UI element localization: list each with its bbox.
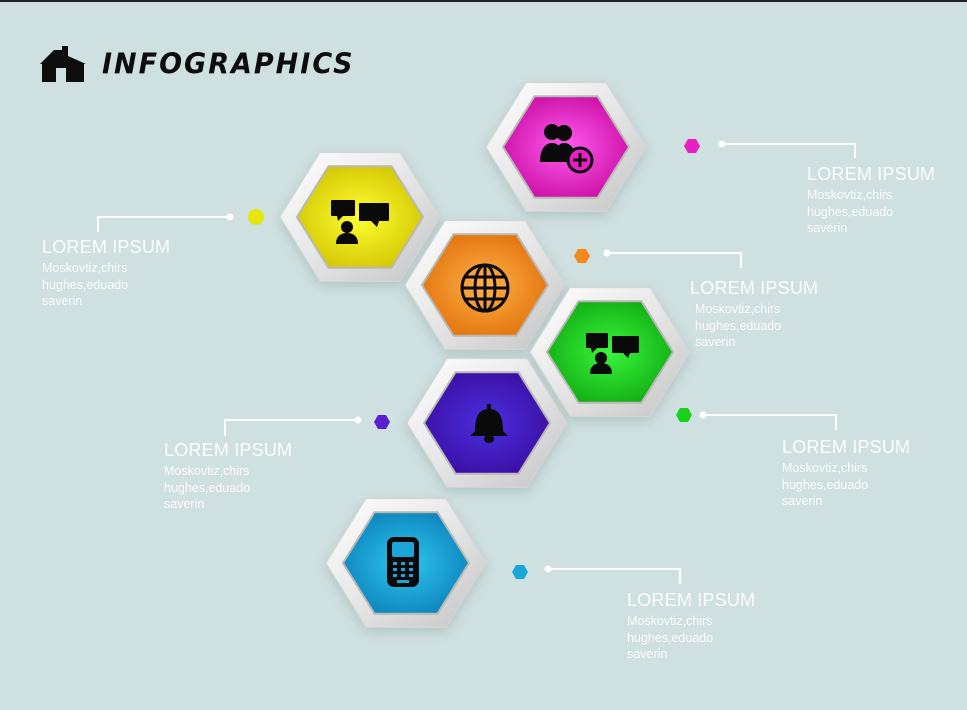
marker-dot-yellow (248, 209, 264, 225)
item-line: hughes,eduado (627, 630, 714, 645)
item-heading: LOREM IPSUM (42, 237, 171, 257)
item-label-purple: LOREM IPSUM Moskovtiz,chirs hughes,eduado… (164, 440, 292, 513)
item-line: hughes,eduado (807, 204, 894, 219)
item-line: Moskovtiz,chirs (627, 614, 713, 628)
connector-dot (718, 140, 726, 148)
item-heading: LOREM IPSUM (627, 590, 756, 610)
item-line: hughes,eduado (164, 480, 251, 495)
connector-yellow (97, 216, 230, 232)
connector-orange (607, 252, 742, 268)
item-label-orange: LOREM IPSUM Moskovtiz,chirs hughes,eduado… (690, 278, 818, 351)
item-heading: LOREM IPSUM (164, 440, 293, 460)
item-line: Moskovtiz,chirs (164, 464, 250, 478)
connector-lines (97, 143, 856, 584)
connector-dot (354, 416, 362, 424)
add-user-icon (540, 124, 594, 174)
item-line: saverin (627, 647, 668, 661)
item-line: Moskovtiz,chirs (782, 461, 868, 475)
item-line: saverin (807, 221, 848, 235)
connector-pink (722, 143, 856, 158)
item-line: saverin (164, 497, 205, 511)
marker-hex-cyan (512, 565, 528, 579)
item-line: hughes,eduado (695, 318, 782, 333)
item-label-green: LOREM IPSUM Moskovtiz,chirs hughes,eduado… (782, 437, 910, 510)
item-line: hughes,eduado (42, 277, 129, 292)
connector-dot (603, 249, 611, 257)
marker-hex-pink (684, 139, 700, 153)
item-line: hughes,eduado (782, 477, 869, 492)
marker-hex-orange (574, 249, 590, 263)
page-title: INFOGRAPHICS (102, 47, 355, 81)
connector-dot (699, 411, 707, 419)
item-line: saverin (782, 494, 823, 508)
bell-icon (470, 404, 508, 443)
connector-green (703, 414, 837, 430)
item-heading: LOREM IPSUM (807, 164, 936, 184)
item-line: saverin (42, 294, 83, 308)
item-heading: LOREM IPSUM (690, 278, 819, 298)
item-label-yellow: LOREM IPSUM Moskovtiz,chirs hughes,eduado… (42, 237, 170, 310)
item-line: saverin (695, 335, 736, 349)
item-line: Moskovtiz,chirs (42, 261, 128, 275)
item-label-cyan: LOREM IPSUM Moskovtiz,chirs hughes,eduado… (627, 590, 755, 663)
item-heading: LOREM IPSUM (782, 437, 911, 457)
chat-user-icon (586, 333, 639, 374)
chat-user-icon (331, 200, 389, 244)
connector-end-dots (226, 140, 726, 573)
marker-hex-green (676, 408, 692, 422)
connector-cyan (548, 568, 681, 584)
connector-purple (224, 419, 358, 436)
hex-icons (331, 124, 639, 587)
connector-dot (544, 565, 552, 573)
marker-hex-purple (374, 415, 390, 429)
phone-icon (387, 537, 419, 587)
hex-fill (545, 300, 675, 404)
marker-hexagons (248, 139, 700, 579)
item-line: Moskovtiz,chirs (695, 302, 781, 316)
item-line: Moskovtiz,chirs (807, 188, 893, 202)
title-block: INFOGRAPHICS (40, 44, 355, 84)
item-label-pink: LOREM IPSUM Moskovtiz,chirs hughes,eduado… (807, 164, 935, 237)
hex-tile-green (529, 287, 691, 417)
connector-dot (226, 213, 234, 221)
house-icon (40, 46, 86, 82)
globe-icon (460, 263, 510, 313)
